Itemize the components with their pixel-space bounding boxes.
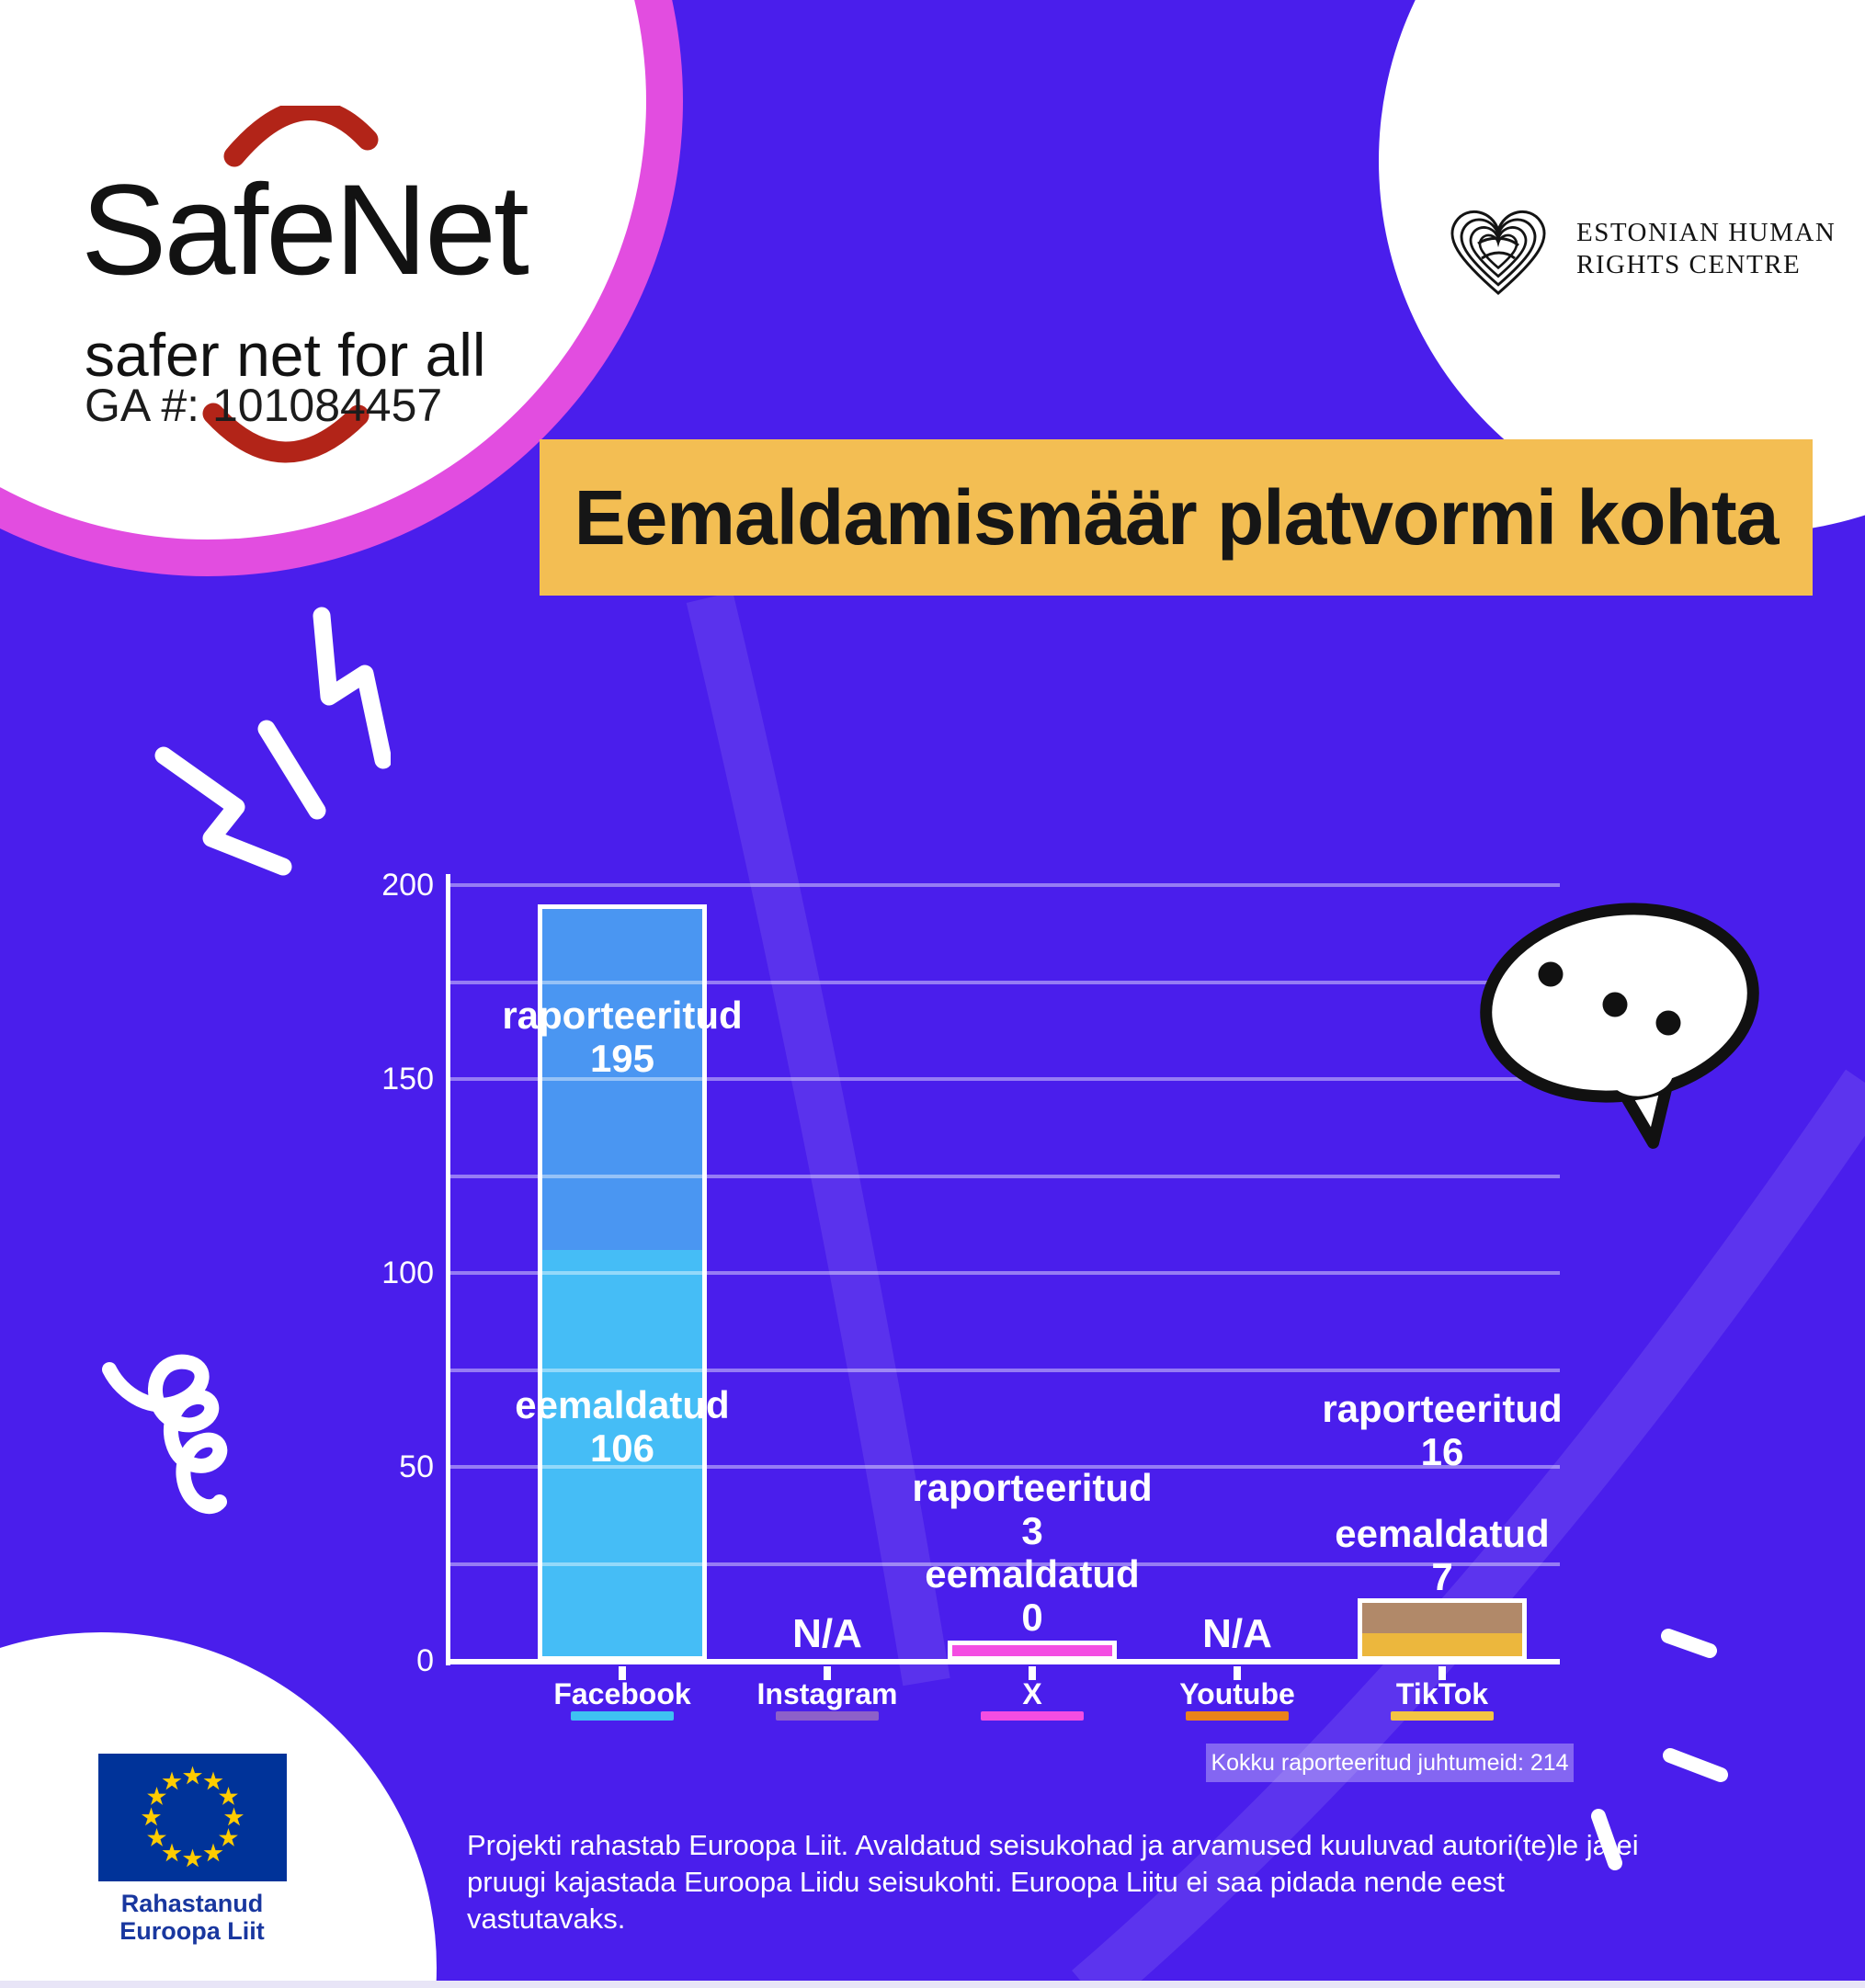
eu-star [219,1787,238,1805]
y-axis-line [446,874,450,1665]
eu-star [203,1843,223,1862]
ehrc-name-line2: RIGHTS CENTRE [1576,250,1802,279]
lightning-doodle-icon [154,607,391,876]
gridline-50 [450,1465,1560,1469]
spiral-squiggle-icon [102,1354,228,1515]
bar-segment-removed-tiktok [1362,1633,1522,1656]
na-label-instagram: N/A [792,1611,862,1656]
series-name-label: eemaldatud [925,1552,1140,1596]
gridline-75 [450,1368,1560,1372]
bar-value-label-raporteeritud-facebook: raporteeritud 195 [475,994,769,1080]
bar-tiktok [1358,1598,1527,1661]
eu-star [162,1771,182,1790]
category-underline-facebook [571,1711,674,1721]
bottom-edge-strip [0,1981,1865,1988]
series-name-label: eemaldatud [515,1383,730,1426]
total-note: Kokku raporteeritud juhtumeid: 214 [1206,1744,1574,1782]
ehrc-logo-text: ESTONIAN HUMAN RIGHTS CENTRE [1576,217,1865,281]
speech-bubble-icon [1480,903,1759,1149]
gridline-200 [450,883,1560,887]
eu-star [183,1766,202,1785]
category-underline-tiktok [1391,1711,1494,1721]
y-axis-label: 100 [381,1255,434,1290]
grant-agreement-number: GA #: 101084457 [85,380,443,431]
burst-dashes-icon [1591,1629,1728,1870]
bar-x [948,1641,1117,1661]
series-name-label: raporteeritud [502,994,743,1037]
title-banner: Eemaldamismäär platvormi kohta [540,439,1813,596]
bar-value-label-eemaldatud-facebook: eemaldatud 106 [475,1383,769,1470]
safenet-logo-arcs-icon [202,106,379,463]
safenet-logo-title: SafeNet [81,157,529,301]
eu-star [162,1843,182,1862]
category-label-tiktok: TikTok [1395,1677,1489,1710]
eu-star [219,1828,238,1846]
gridline-25 [450,1562,1560,1566]
y-axis-label: 0 [416,1643,434,1678]
ehrc-name-line1: ESTONIAN HUMAN [1576,218,1837,247]
y-axis-label: 200 [381,868,434,903]
series-value-label: 3 [1021,1509,1043,1552]
category-label-instagram: Instagram [756,1677,898,1710]
gridline-125 [450,1174,1560,1178]
series-value-label: 16 [1420,1430,1464,1473]
eu-star [147,1828,166,1846]
axis-tick-facebook [619,1666,626,1680]
bar-chart: 0 50 100 150 200 Facebook N/A Instagram X N/A Yout… [381,869,1563,1721]
y-axis-label: 150 [381,1062,434,1096]
page-title: Eemaldamismäär platvormi kohta [574,473,1780,561]
bar-facebook [538,904,707,1661]
bar-value-label-eemaldatud-x: eemaldatud 0 [885,1552,1179,1639]
category-underline-youtube [1186,1711,1289,1721]
eu-star [142,1807,161,1826]
y-axis-label: 50 [399,1449,434,1484]
eu-funding-label: Rahastanud Euroopa Liit [119,1890,265,1945]
axis-tick-instagram [824,1666,831,1680]
gridline-100 [450,1271,1560,1275]
eu-star [183,1848,202,1868]
eu-star [203,1771,223,1790]
fingerprint-heart-icon [1450,210,1546,295]
bar-value-label-raporteeritud-tiktok: raporteeritud 16 [1295,1387,1589,1473]
category-label-facebook: Facebook [553,1677,691,1710]
eu-star [147,1787,166,1805]
category-underline-x [981,1711,1084,1721]
x-axis-line [446,1659,1560,1664]
safenet-logo-subtitle: safer net for all [85,321,486,389]
series-name-label: raporteeritud [1322,1387,1563,1430]
axis-tick-tiktok [1439,1666,1446,1680]
category-label-youtube: Youtube [1179,1677,1295,1710]
gridline-175 [450,980,1560,984]
na-label-youtube: N/A [1202,1611,1272,1656]
disclaimer-text: Projekti rahastab Euroopa Liit. Avaldatu… [467,1829,1639,1935]
bar-value-label-raporteeritud-x: raporteeritud 3 [885,1466,1179,1552]
bar-value-label-eemaldatud-tiktok: eemaldatud 7 [1295,1512,1589,1598]
eu-star [224,1807,244,1826]
series-value-label: 0 [1021,1596,1043,1639]
axis-tick-x [1029,1666,1036,1680]
eu-flag-icon [98,1754,287,1881]
category-label-x: X [1022,1677,1042,1710]
series-value-label: 195 [589,1037,655,1080]
series-value-label: 106 [589,1426,655,1470]
bar-segment-removed-facebook [542,1250,702,1656]
series-name-label: raporteeritud [912,1466,1153,1509]
axis-tick-youtube [1234,1666,1241,1680]
series-value-label: 7 [1431,1555,1453,1598]
gridline-150 [450,1077,1560,1081]
series-name-label: eemaldatud [1335,1512,1550,1555]
category-underline-instagram [776,1711,879,1721]
